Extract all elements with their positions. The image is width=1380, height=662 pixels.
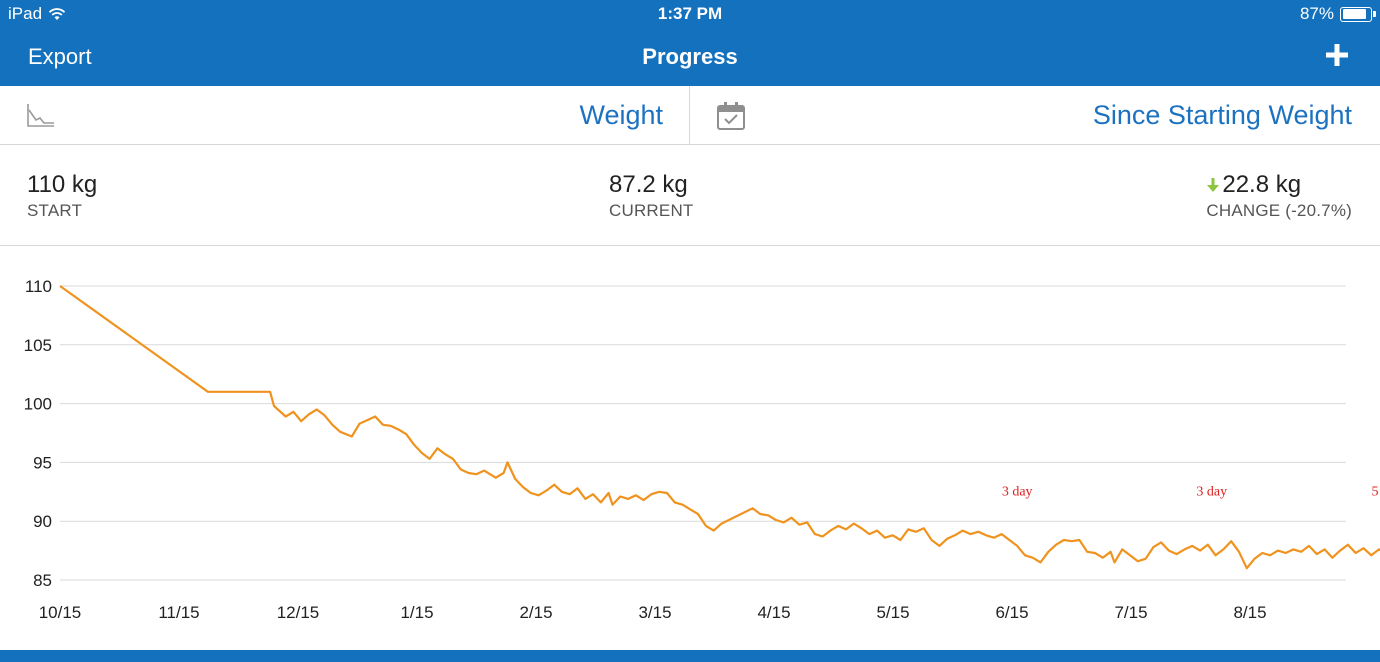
weight-chart-svg: 110 105 100 95 90 85 10/15 11/15 12/15 1/15 2/15 3/… <box>24 277 1380 622</box>
navigation-bar: Export Progress <box>0 30 1380 86</box>
battery-percent: 87% <box>1299 4 1334 23</box>
x-tick-label: 4/15 <box>757 603 790 622</box>
y-tick-label: 85 <box>33 571 52 590</box>
gap-annotation: 3 day <box>1002 485 1033 500</box>
status-time: 1:37 PM <box>657 4 723 23</box>
weight-summary: 110 kg START 87.2 kg CURRENT 22.8 kg CHA… <box>0 145 1380 246</box>
device-name: iPad <box>8 4 43 23</box>
battery-icon <box>1340 6 1376 22</box>
current-value: 87.2 kg <box>609 171 688 198</box>
weight-series-line <box>59 285 1380 570</box>
x-tick-label: 1/15 <box>400 603 433 622</box>
change-stat: 22.8 kg CHANGE (-20.7%) <box>1206 171 1352 221</box>
x-tick-label: 11/15 <box>158 603 199 622</box>
start-label: START <box>27 201 83 220</box>
wifi-icon <box>48 8 66 20</box>
battery-fill <box>1342 9 1366 19</box>
change-value: 22.8 kg <box>1222 171 1302 198</box>
page-title: Progress <box>642 44 738 69</box>
chart-selector: Weight Since Starting Weight <box>0 86 1380 145</box>
range-label: Since Starting Weight <box>1092 100 1352 130</box>
export-button[interactable]: Export <box>28 44 92 69</box>
line-chart-icon <box>27 104 54 127</box>
metric-label: Weight <box>579 100 663 130</box>
x-tick-label: 12/15 <box>277 603 320 622</box>
x-tick-label: 2/15 <box>519 603 552 622</box>
status-left: iPad <box>8 4 66 24</box>
y-tick-label: 100 <box>24 395 52 414</box>
bottom-bar <box>0 650 1380 662</box>
weight-chart: 110 105 100 95 90 85 10/15 11/15 12/15 1/15 2/15 3/… <box>0 246 1380 650</box>
status-right: 87% <box>1299 4 1376 24</box>
battery-nub <box>1373 11 1376 17</box>
y-tick-label: 90 <box>33 512 52 531</box>
change-value-row: 22.8 kg <box>1206 171 1352 199</box>
range-selector[interactable]: Since Starting Weight <box>690 86 1380 144</box>
metric-selector[interactable]: Weight <box>0 86 689 144</box>
calendar-check-icon <box>717 102 745 130</box>
x-tick-label: 6/15 <box>995 603 1028 622</box>
change-label: CHANGE (-20.7%) <box>1206 201 1352 220</box>
y-tick-label: 95 <box>33 453 52 472</box>
current-label: CURRENT <box>609 201 694 220</box>
y-tick-label: 105 <box>24 336 52 355</box>
start-stat: 110 kg START <box>27 171 97 221</box>
x-tick-label: 10/15 <box>39 603 82 622</box>
current-stat: 87.2 kg CURRENT <box>609 171 694 221</box>
x-tick-label: 7/15 <box>1114 603 1147 622</box>
top-bar: iPad 1:37 PM 87% Export Progress <box>0 0 1380 86</box>
y-tick-label: 110 <box>25 277 52 296</box>
start-value: 110 kg <box>27 171 98 198</box>
x-tick-label: 8/15 <box>1233 603 1266 622</box>
x-tick-label: 5/15 <box>876 603 909 622</box>
x-tick-label: 3/15 <box>638 603 671 622</box>
down-arrow-icon <box>1207 178 1220 192</box>
status-bar: iPad 1:37 PM 87% <box>0 0 1380 30</box>
gap-annotation: 5 day <box>1371 485 1380 500</box>
gap-annotation: 3 day <box>1196 485 1227 500</box>
selector-divider <box>689 86 690 144</box>
plus-icon[interactable] <box>1325 43 1349 67</box>
